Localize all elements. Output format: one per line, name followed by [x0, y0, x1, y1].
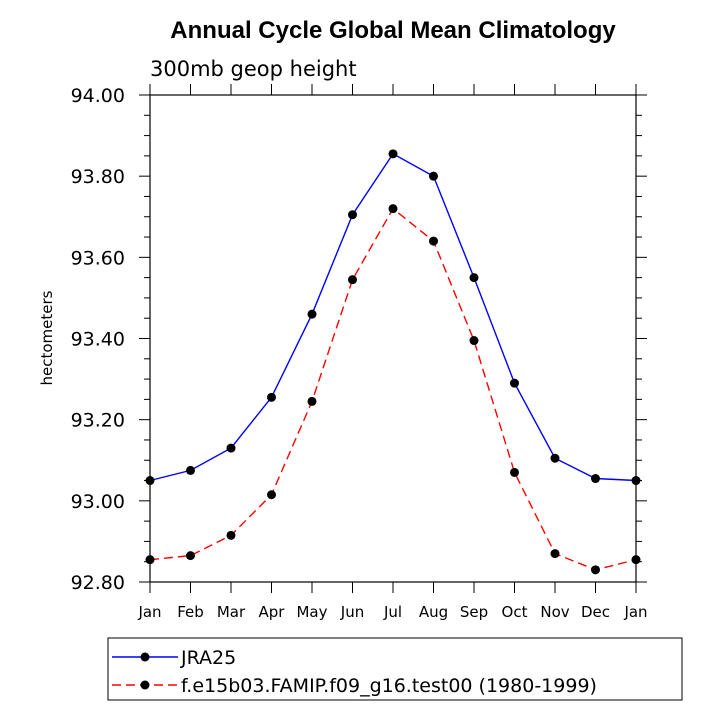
series-1-data-point: [631, 555, 641, 565]
x-tick-label: Dec: [581, 603, 610, 621]
series-1-data-point: [591, 565, 600, 575]
series-0-data-point: [469, 273, 479, 283]
x-tick-label: Jul: [383, 603, 402, 621]
x-tick-label: Sep: [460, 603, 488, 621]
y-tick-label: 93.80: [71, 166, 125, 188]
series-0-data-point: [591, 474, 600, 484]
legend-marker-1: [140, 680, 150, 690]
series-1-data-point: [388, 204, 398, 214]
y-tick-label: 93.00: [71, 491, 125, 513]
legend-label-0: JRA25: [180, 647, 236, 669]
x-tick-label: Jan: [623, 603, 647, 621]
x-tick-label: Jun: [340, 603, 364, 621]
series-1-data-point: [226, 530, 236, 540]
series-0-data-point: [429, 171, 438, 181]
y-axis-label: hectometers: [38, 290, 56, 385]
x-tick-label: Oct: [502, 603, 528, 621]
series-1-data-point: [267, 490, 276, 500]
series-0-data-point: [145, 476, 155, 486]
x-tick-label: Feb: [177, 603, 204, 621]
x-tick-label: Mar: [217, 603, 246, 621]
series-0-data-point: [226, 443, 236, 453]
series-1-data-point: [469, 336, 479, 346]
y-tick-label: 93.60: [71, 247, 125, 269]
legend-box: [107, 637, 683, 701]
series-group: [145, 149, 641, 575]
x-tick-label: Jan: [137, 603, 161, 621]
y-tick-label: 92.80: [71, 572, 125, 594]
series-1-data-point: [510, 467, 519, 477]
legend: JRA25 f.e15b03.FAMIP.f09_g16.test00 (1980…: [107, 637, 683, 701]
y-tick-label: 93.20: [71, 410, 125, 432]
series-line-1: [149, 207, 637, 571]
plot-frame: [149, 94, 637, 583]
y-tick-label: 94.00: [71, 85, 125, 107]
series-0-data-point: [510, 378, 519, 388]
series-0-data-point: [631, 476, 641, 486]
series-0-data-point: [186, 465, 195, 475]
series-0-data-point: [348, 210, 357, 220]
series-0-data-point: [550, 453, 560, 463]
x-tick-label: Nov: [540, 603, 569, 621]
chart-title: Annual Cycle Global Mean Climatology: [170, 17, 616, 44]
x-tick-label: Aug: [419, 603, 448, 621]
legend-marker-0: [140, 652, 150, 662]
x-tick-label: Apr: [259, 603, 286, 621]
axes: 92.80 93.00 93.20 93.40 93.60 93.80 94.00 Jan Fe…: [71, 84, 648, 621]
series-0-data-point: [267, 392, 276, 402]
chart-subtitle: 300mb geop height: [150, 57, 357, 81]
series-line-0: [149, 152, 637, 482]
series-1-data-point: [429, 236, 438, 246]
series-1-data-point: [307, 396, 317, 406]
series-1-data-point: [550, 549, 560, 559]
x-tick-label: May: [296, 603, 327, 621]
legend-label-1: f.e15b03.FAMIP.f09_g16.test00 (1980-1999…: [181, 675, 597, 697]
series-1-data-point: [186, 551, 195, 561]
series-1-data-point: [145, 555, 155, 565]
series-0-data-point: [388, 149, 398, 159]
y-tick-label: 93.40: [71, 329, 125, 351]
series-1-data-point: [348, 275, 357, 285]
series-0-data-point: [307, 309, 317, 319]
